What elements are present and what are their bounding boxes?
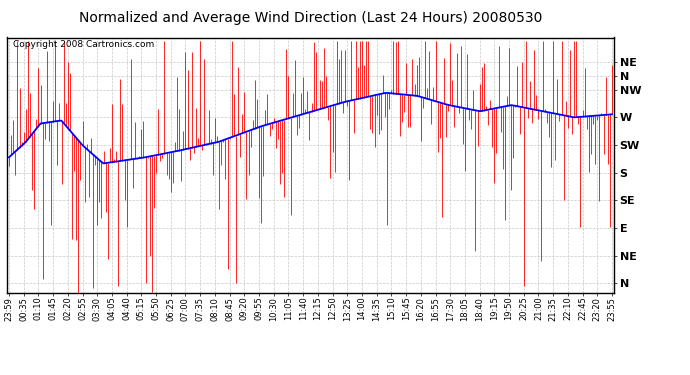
Text: Normalized and Average Wind Direction (Last 24 Hours) 20080530: Normalized and Average Wind Direction (L…	[79, 11, 542, 25]
Text: Copyright 2008 Cartronics.com: Copyright 2008 Cartronics.com	[13, 40, 155, 49]
